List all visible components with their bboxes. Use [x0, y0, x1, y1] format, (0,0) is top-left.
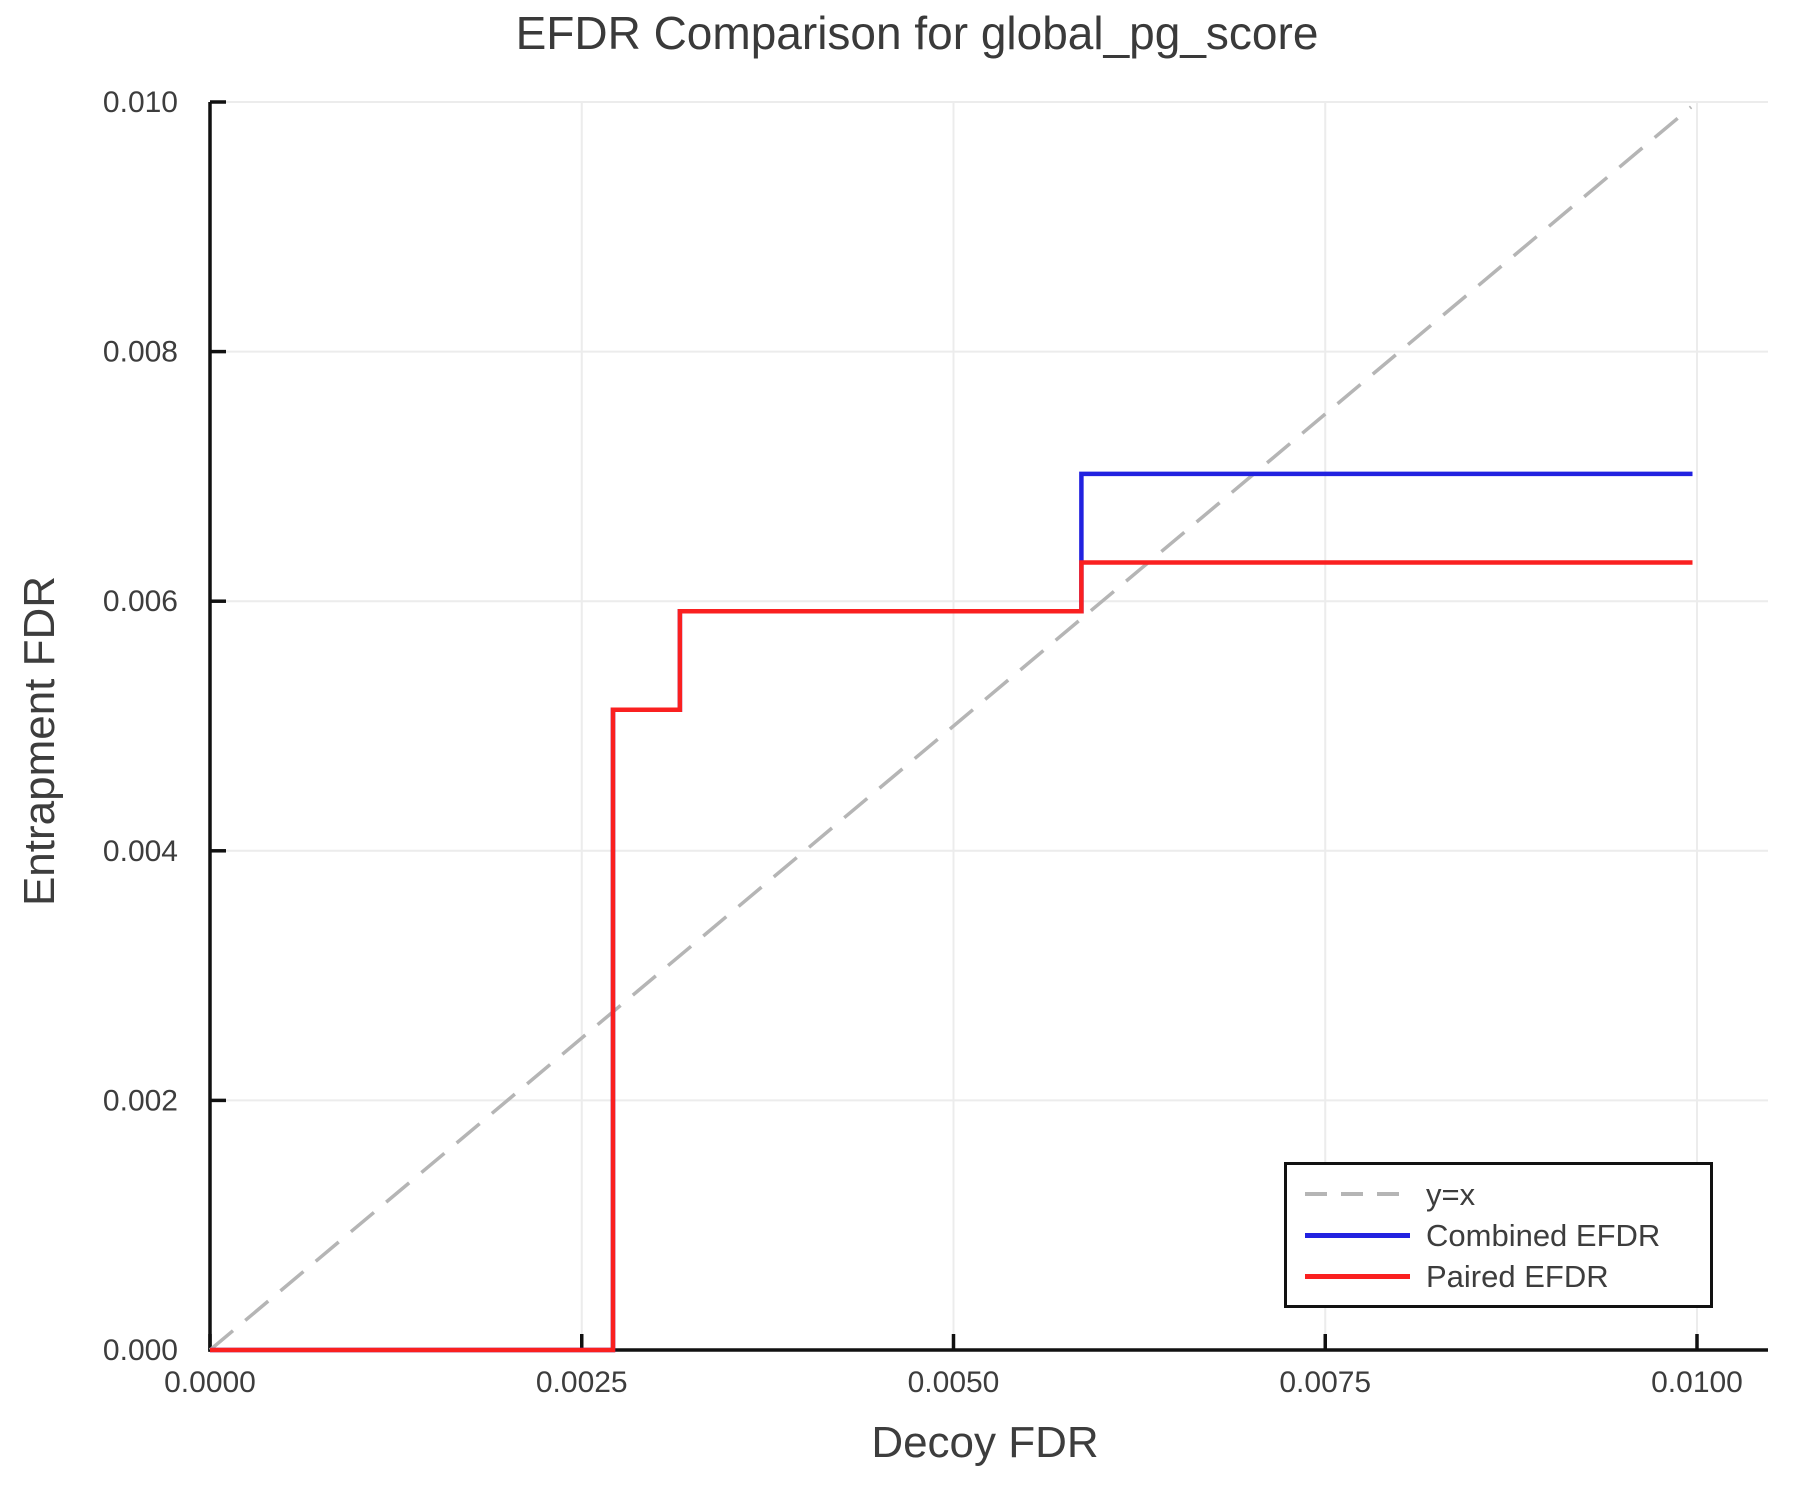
y-tick-label: 0.000	[103, 1334, 178, 1367]
y-tick-label: 0.008	[103, 336, 178, 369]
y-axis-label: Entrapment FDR	[15, 575, 64, 907]
y-tick-label: 0.006	[103, 585, 178, 618]
red-line-sample	[1305, 1273, 1410, 1279]
x-tick-label: 0.0050	[908, 1366, 1000, 1399]
x-tick-label: 0.0100	[1651, 1366, 1743, 1399]
legend-label: Combined EFDR	[1426, 1217, 1661, 1253]
axis-ticks	[208, 100, 1699, 1352]
legend-box: y=x Combined EFDR Paired EFDR	[1284, 1162, 1713, 1308]
legend-label: y=x	[1426, 1176, 1476, 1212]
tick-labels: 0.0000 0.0025 0.0050 0.0075 0.0100 0.000 0.002…	[103, 86, 1743, 1399]
paired-efdr-line	[210, 560, 1693, 1353]
y-tick-label: 0.010	[103, 86, 178, 119]
x-tick-label: 0.0000	[164, 1366, 256, 1399]
y-tick-label: 0.002	[103, 1084, 178, 1117]
y-tick-label: 0.004	[103, 835, 178, 868]
legend-label: Paired EFDR	[1426, 1258, 1609, 1294]
x-tick-label: 0.0025	[536, 1366, 628, 1399]
x-tick-label: 0.0075	[1279, 1366, 1371, 1399]
legend-entry-combined-efdr: Combined EFDR	[1305, 1217, 1710, 1253]
legend-entry-paired-efdr: Paired EFDR	[1305, 1258, 1710, 1294]
x-axis-label: Decoy FDR	[871, 1418, 1099, 1467]
chart-title: EFDR Comparison for global_pg_score	[515, 7, 1319, 59]
y-x-line	[208, 105, 1693, 1352]
legend-entry-yx: y=x	[1305, 1176, 1710, 1212]
data-series	[208, 105, 1693, 1353]
dashed-line-sample	[1305, 1192, 1410, 1196]
blue-line-sample	[1305, 1232, 1410, 1238]
